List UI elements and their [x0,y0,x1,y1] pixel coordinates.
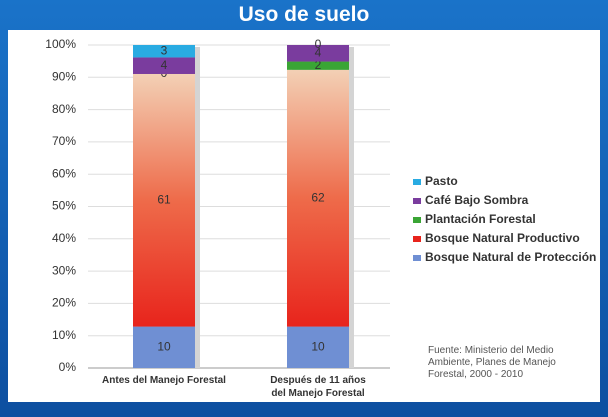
bar-segment [287,45,349,62]
y-tick-label: 50% [52,199,76,213]
y-tick-label: 60% [52,166,76,180]
y-tick-label: 70% [52,134,76,148]
bar-segment [133,73,195,327]
chart-title: Uso de suelo [238,3,370,26]
legend-swatch [413,217,421,223]
data-label: 61 [157,192,171,206]
source-note: Fuente: Ministerio del Medio Ambiente, P… [428,345,556,380]
data-label: 4 [161,58,168,72]
legend-swatch [413,236,421,242]
legend-swatch [413,179,421,185]
x-tick-label: Antes del Manejo Forestal [102,375,226,386]
data-label: 10 [311,339,325,353]
data-label: 62 [311,190,325,204]
data-label: 4 [315,45,322,59]
y-tick-label: 90% [52,69,76,83]
legend-label: Bosque Natural de Protección [425,250,596,264]
legend-label: Plantación Forestal [425,212,536,226]
x-tick-label: Después de 11 años del Manejo Forestal [270,375,366,399]
legend-label: Pasto [425,174,458,188]
bar-segment [287,61,349,70]
y-tick-label: 100% [45,37,76,51]
data-label: 2 [315,58,322,72]
legend-label: Bosque Natural Productivo [425,231,580,245]
data-label: 3 [161,43,168,57]
bar-segment [133,57,195,74]
y-tick-label: 30% [52,263,76,277]
legend-label: Café Bajo Sombra [425,193,529,207]
y-tick-label: 80% [52,102,76,116]
legend-swatch [413,198,421,204]
bar-segment [133,326,195,368]
y-tick-label: 20% [52,296,76,310]
data-label: 0 [315,37,322,51]
y-tick-label: 40% [52,231,76,245]
data-label: 10 [157,339,171,353]
y-tick-label: 0% [59,360,77,374]
bar-segment [133,45,195,58]
legend-swatch [413,255,421,261]
bar-segment [287,326,349,368]
bar-segment [287,69,349,327]
y-tick-label: 10% [52,328,76,342]
